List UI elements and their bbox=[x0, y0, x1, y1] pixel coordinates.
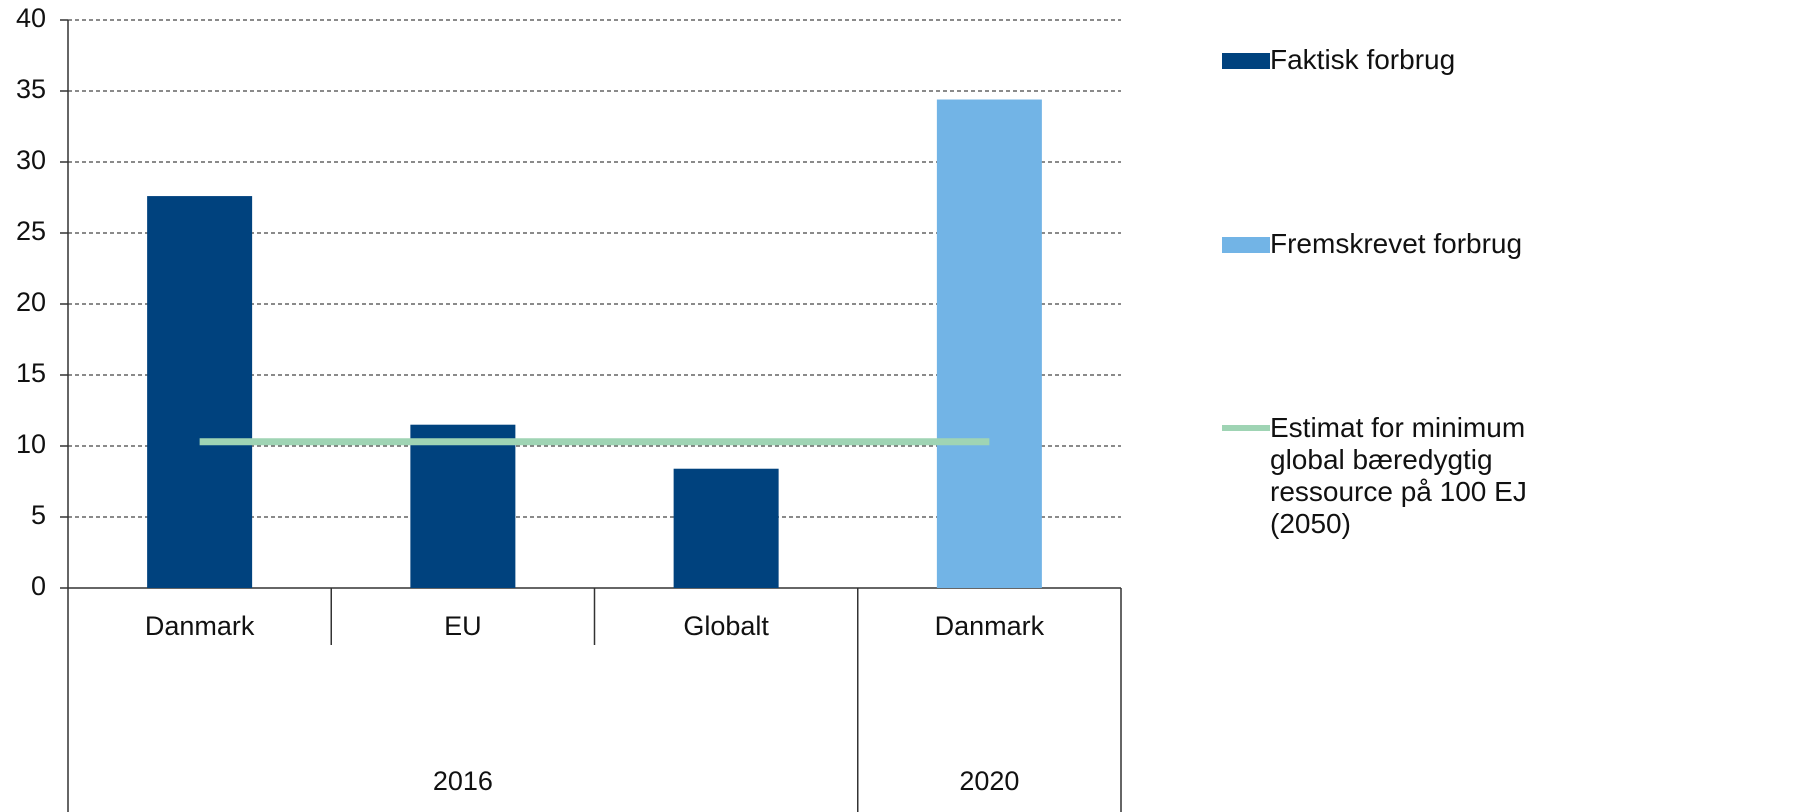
x-tick-label: EU bbox=[444, 611, 482, 641]
legend-label: Faktisk forbrug bbox=[1270, 44, 1456, 75]
group-label: 2016 bbox=[433, 766, 493, 796]
y-tick-label: 20 bbox=[16, 287, 46, 317]
x-tick-label: Danmark bbox=[935, 611, 1045, 641]
y-tick-label: 5 bbox=[31, 500, 46, 530]
x-tick-label: Globalt bbox=[683, 611, 769, 641]
y-tick-label: 15 bbox=[16, 358, 46, 388]
legend-swatch bbox=[1222, 237, 1270, 253]
bar bbox=[673, 468, 779, 588]
y-tick-label: 30 bbox=[16, 145, 46, 175]
legend-label: Estimat for minimum global bæredygtig re… bbox=[1270, 412, 1527, 539]
bar bbox=[410, 424, 516, 588]
x-tick-label: Danmark bbox=[145, 611, 255, 641]
legend-label: Fremskrevet forbrug bbox=[1270, 228, 1523, 259]
bar bbox=[147, 196, 253, 588]
legend-item: Faktisk forbrug bbox=[1222, 44, 1580, 76]
legend-swatch bbox=[1222, 53, 1270, 69]
y-tick-label: 0 bbox=[31, 571, 46, 601]
y-tick-label: 40 bbox=[16, 3, 46, 33]
legend-item: Fremskrevet forbrug bbox=[1222, 228, 1580, 260]
legend-swatch bbox=[1222, 425, 1270, 431]
bar bbox=[936, 99, 1042, 589]
y-tick-label: 25 bbox=[16, 216, 46, 246]
group-label: 2020 bbox=[959, 766, 1019, 796]
y-tick-label: 10 bbox=[16, 429, 46, 459]
y-tick-label: 35 bbox=[16, 74, 46, 104]
legend-item: Estimat for minimum global bæredygtig re… bbox=[1222, 412, 1580, 540]
